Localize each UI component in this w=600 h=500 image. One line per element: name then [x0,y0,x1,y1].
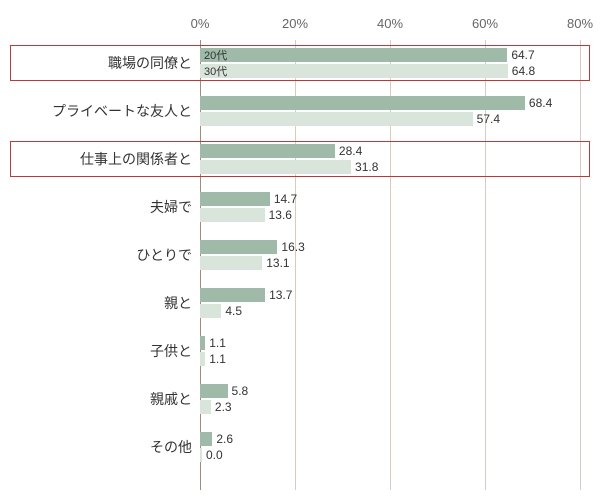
bar-value-label: 57.4 [473,112,500,126]
category-row: 夫婦で14.713.6 [200,192,580,222]
category-row: 職場の同僚と64.720代64.830代 [200,48,580,78]
category-label: ひとりで [136,245,200,265]
bar-s20: 16.3 [200,240,277,254]
category-row: 仕事上の関係者と28.431.8 [200,144,580,174]
bar-value-label: 13.7 [265,288,292,302]
category-label: 仕事上の関係者と [80,149,200,169]
bar-s20: 13.7 [200,288,265,302]
bar-s20: 28.4 [200,144,335,158]
bar-value-label: 4.5 [221,304,242,318]
bar-value-label: 2.3 [211,400,232,414]
bar-s20: 14.7 [200,192,270,206]
bar-s30: 64.830代 [200,64,508,78]
x-axis-tick-label: 20% [282,16,308,31]
bar-value-label: 1.1 [205,336,226,350]
x-axis-tick-label: 40% [377,16,403,31]
bar-value-label: 31.8 [351,160,378,174]
bar-value-label: 13.1 [262,256,289,270]
bar-s30: 1.1 [200,352,205,366]
gridline [580,40,581,490]
bar-s20: 1.1 [200,336,205,350]
bar-s30: 31.8 [200,160,351,174]
bar-s30: 2.3 [200,400,211,414]
bar-value-label: 68.4 [525,96,552,110]
category-label: 職場の同僚と [108,53,200,73]
category-label: 子供と [150,341,200,361]
category-row: その他2.60.0 [200,432,580,462]
series-label: 20代 [204,47,227,63]
bar-s30: 13.6 [200,208,265,222]
category-row: 親と13.74.5 [200,288,580,318]
bar-value-label: 28.4 [335,144,362,158]
bar-value-label: 2.6 [212,432,233,446]
series-label: 30代 [204,63,227,79]
bar-s30: 57.4 [200,112,473,126]
bar-s30: 4.5 [200,304,221,318]
category-row: ひとりで16.313.1 [200,240,580,270]
category-label: 親戚と [150,389,200,409]
bar-value-label: 1.1 [205,352,226,366]
plot-area: 0%20%40%60%80%職場の同僚と64.720代64.830代プライベート… [200,40,580,490]
category-label: プライベートな友人と [52,101,200,121]
bar-value-label: 0.0 [202,448,223,462]
bar-value-label: 14.7 [270,192,297,206]
category-label: 親と [164,293,200,313]
bar-value-label: 64.7 [507,48,534,62]
bar-value-label: 16.3 [277,240,304,254]
x-axis-tick-label: 0% [191,16,210,31]
bar-value-label: 5.8 [228,384,249,398]
bar-s20: 2.6 [200,432,212,446]
bar-value-label: 13.6 [265,208,292,222]
x-axis-tick-label: 60% [472,16,498,31]
category-row: 子供と1.11.1 [200,336,580,366]
bar-s20: 68.4 [200,96,525,110]
bar-s20: 64.720代 [200,48,507,62]
bar-value-label: 64.8 [508,64,535,78]
grouped-horizontal-bar-chart: 0%20%40%60%80%職場の同僚と64.720代64.830代プライベート… [0,0,600,500]
bar-s30: 13.1 [200,256,262,270]
category-label: その他 [150,437,200,457]
x-axis-tick-label: 80% [567,16,593,31]
category-row: 親戚と5.82.3 [200,384,580,414]
bar-s30: 0.0 [200,448,202,462]
bar-s20: 5.8 [200,384,228,398]
category-row: プライベートな友人と68.457.4 [200,96,580,126]
category-label: 夫婦で [150,197,200,217]
